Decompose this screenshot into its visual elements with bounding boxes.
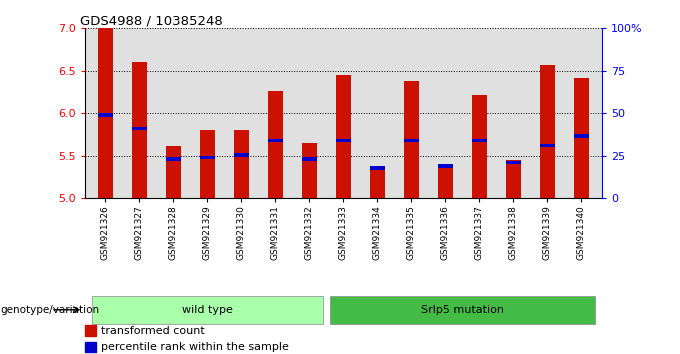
FancyBboxPatch shape <box>92 296 323 324</box>
FancyBboxPatch shape <box>330 296 595 324</box>
Bar <box>85 342 97 353</box>
Text: genotype/variation: genotype/variation <box>0 305 99 315</box>
Bar <box>438 164 453 198</box>
Bar <box>336 75 351 198</box>
Bar <box>404 139 419 142</box>
Bar <box>370 168 385 198</box>
Text: wild type: wild type <box>182 305 233 315</box>
Bar <box>438 164 453 168</box>
Bar <box>506 161 521 164</box>
Bar <box>234 153 249 157</box>
Bar <box>268 139 283 142</box>
Bar <box>98 28 113 198</box>
Bar <box>268 91 283 198</box>
Bar <box>506 160 521 198</box>
Bar <box>234 130 249 198</box>
Bar <box>404 81 419 198</box>
Text: percentile rank within the sample: percentile rank within the sample <box>101 342 288 352</box>
Bar <box>200 156 215 159</box>
Bar <box>472 139 487 142</box>
Bar <box>302 143 317 198</box>
Bar <box>472 95 487 198</box>
Bar <box>166 147 181 198</box>
Bar <box>370 166 385 170</box>
Bar <box>200 130 215 198</box>
Bar <box>132 62 147 198</box>
Text: GDS4988 / 10385248: GDS4988 / 10385248 <box>80 14 222 27</box>
Bar <box>574 135 589 138</box>
Bar <box>574 78 589 198</box>
Text: transformed count: transformed count <box>101 326 205 336</box>
Bar <box>540 144 555 147</box>
Bar <box>540 65 555 198</box>
Bar <box>302 157 317 161</box>
Bar <box>132 127 147 130</box>
Bar <box>85 325 97 336</box>
Bar <box>166 157 181 161</box>
Text: Srlp5 mutation: Srlp5 mutation <box>421 305 504 315</box>
Bar <box>98 113 113 117</box>
Bar <box>336 139 351 142</box>
